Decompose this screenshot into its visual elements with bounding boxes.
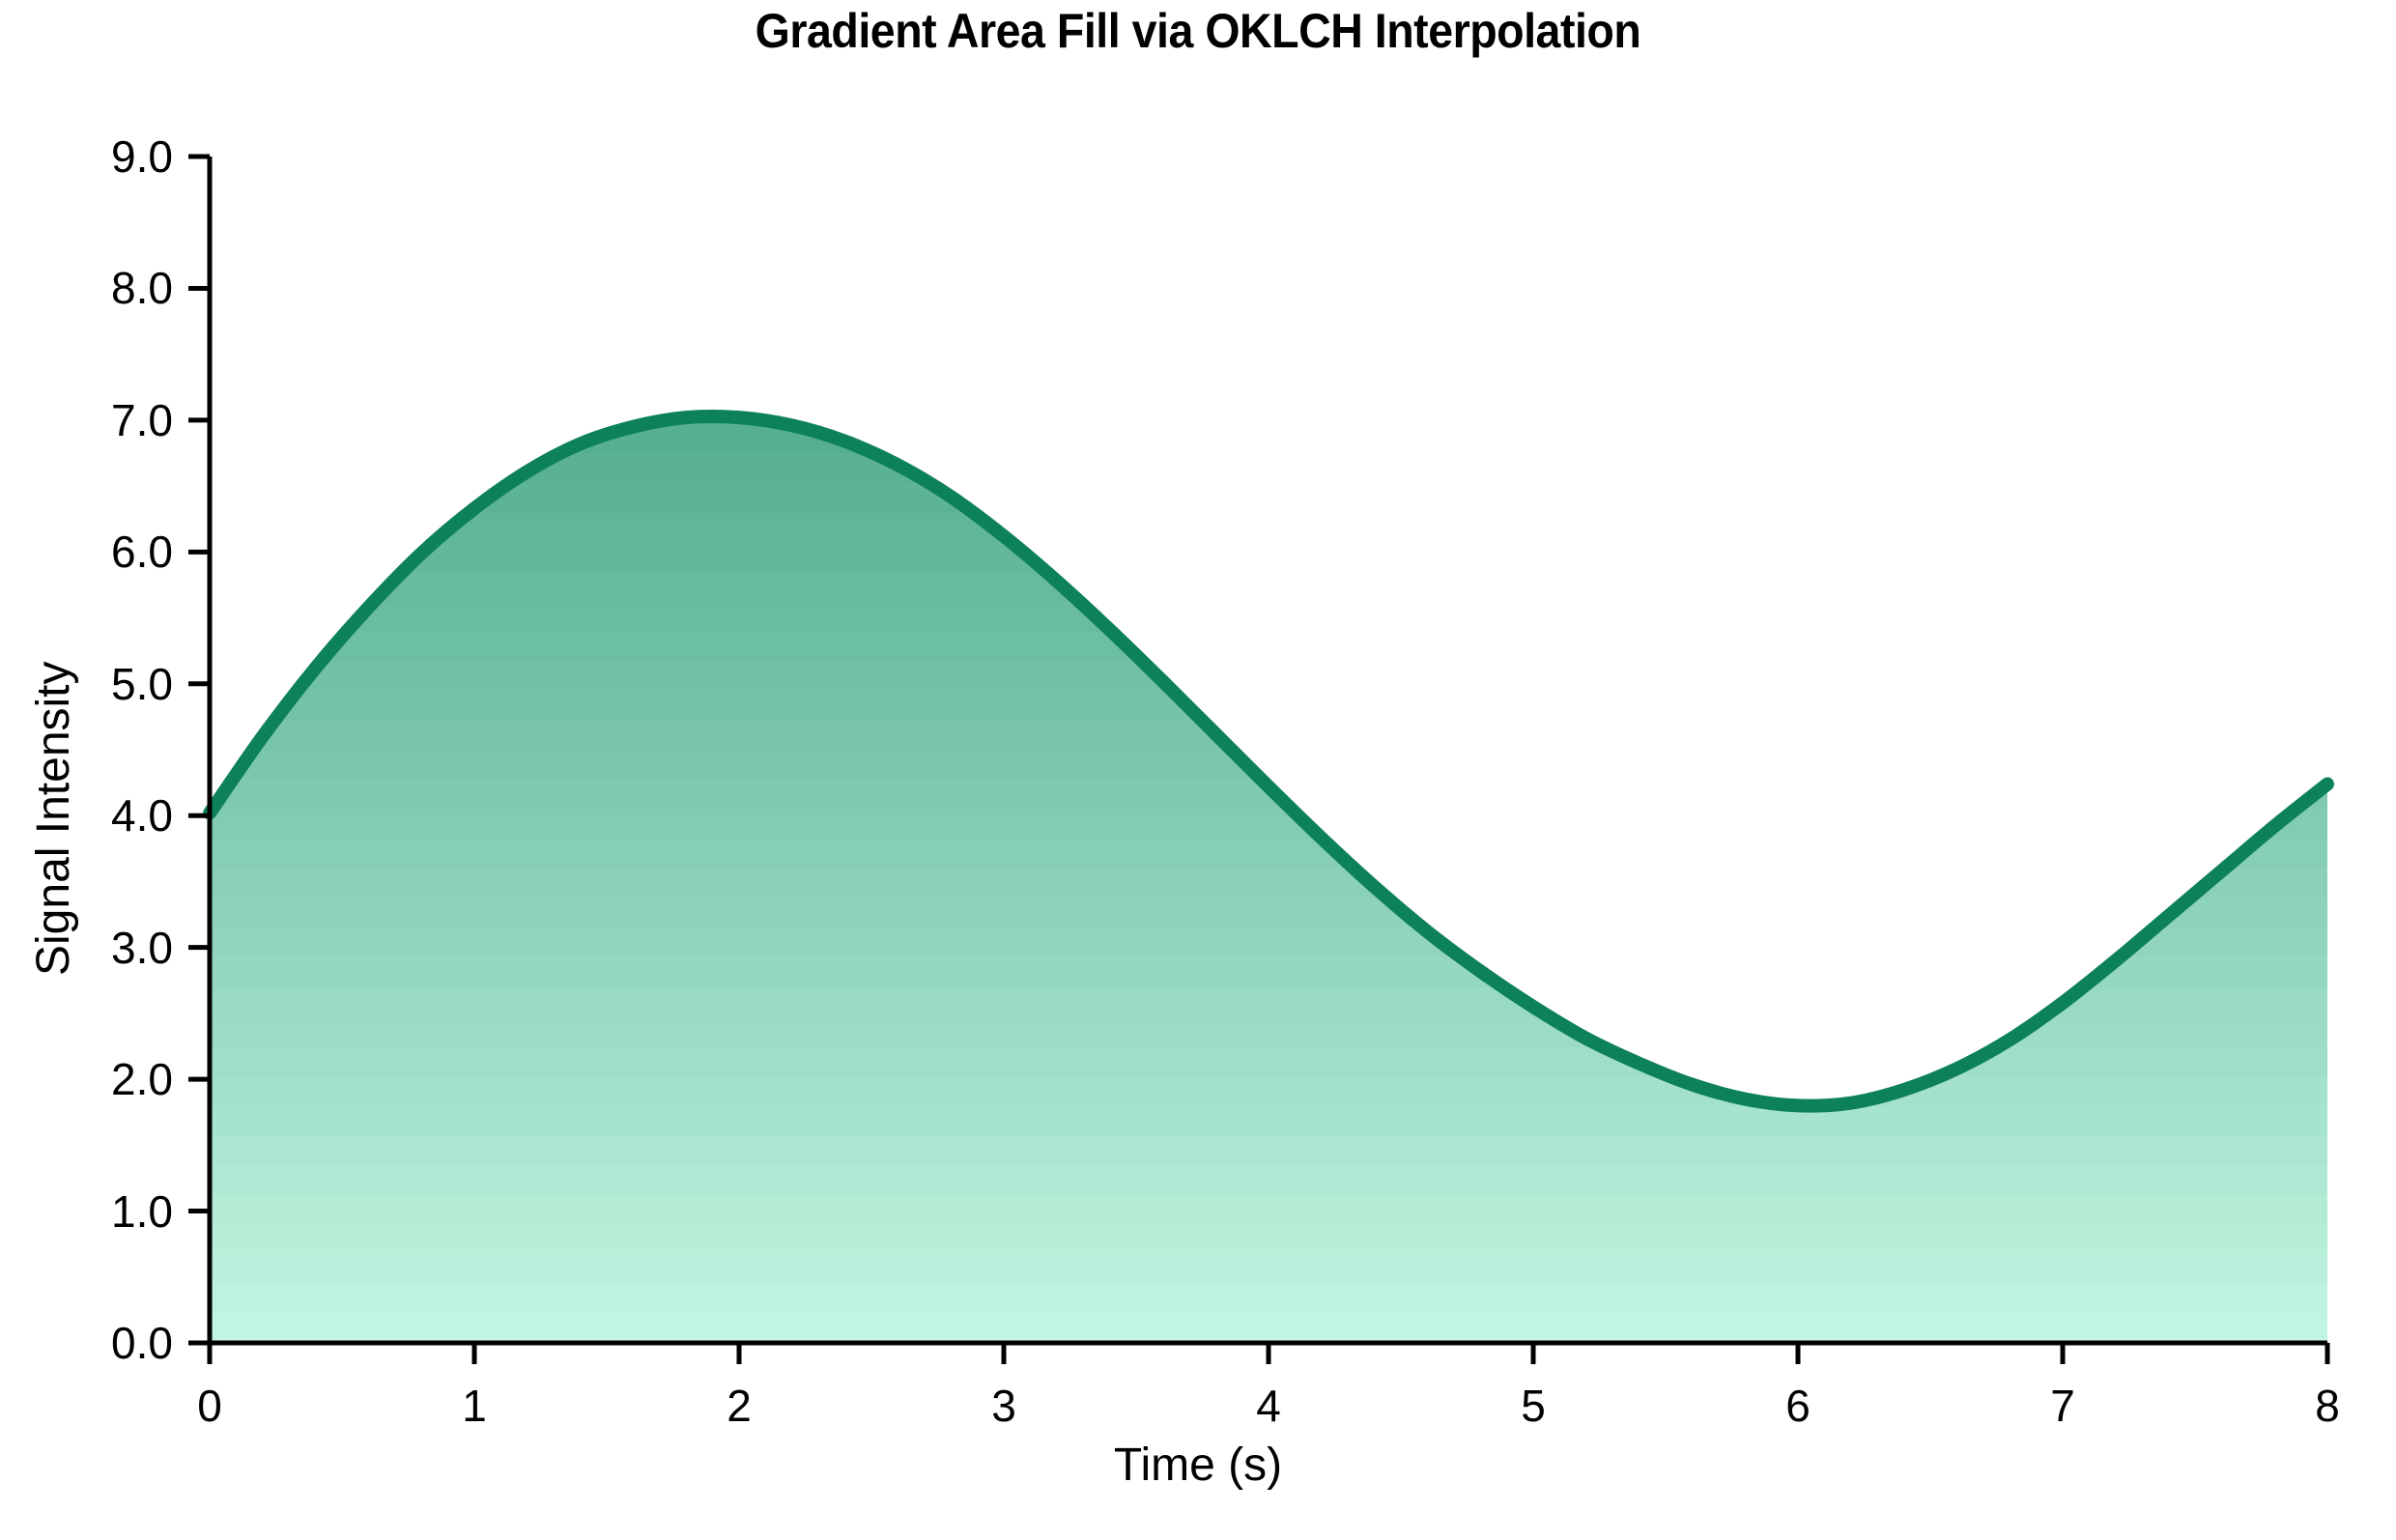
gradient-band	[210, 750, 2327, 781]
gradient-band	[210, 186, 2327, 216]
gradient-band	[210, 898, 2327, 928]
gradient-band	[210, 416, 2327, 424]
gradient-band	[210, 1253, 2327, 1285]
y-tick-label: 1.0	[111, 1185, 173, 1237]
y-tick-label: 5.0	[111, 658, 173, 709]
series-line	[203, 410, 2334, 1113]
y-tick-label: 3.0	[111, 922, 173, 973]
gradient-band	[210, 601, 2327, 632]
gradient-band	[210, 1313, 2327, 1343]
x-tick-label: 3	[991, 1381, 1016, 1431]
y-tick-label: 7.0	[111, 394, 173, 445]
gradient-band	[210, 215, 2327, 245]
gradient-band	[210, 660, 2327, 692]
gradient-band	[210, 809, 2327, 840]
gradient-band	[210, 364, 2327, 394]
gradient-band	[210, 571, 2327, 603]
gradient-band	[210, 1194, 2327, 1225]
gradient-band	[210, 839, 2327, 870]
x-tick-label: 6	[1785, 1381, 1811, 1431]
y-tick-label: 8.0	[111, 263, 173, 314]
gradient-band	[210, 157, 2327, 186]
gradient-band	[210, 512, 2327, 543]
area-fill	[210, 157, 2327, 1343]
y-tick-label: 9.0	[111, 131, 173, 182]
gradient-band	[210, 482, 2327, 513]
gradient-band	[210, 275, 2327, 305]
gradient-band	[210, 956, 2327, 988]
gradient-band	[210, 1075, 2327, 1106]
gradient-band	[210, 690, 2327, 721]
gradient-band	[210, 1283, 2327, 1314]
x-tick-label: 5	[1521, 1381, 1546, 1431]
gradient-band	[210, 720, 2327, 751]
x-tick-label: 8	[2315, 1381, 2340, 1431]
x-tick-label: 1	[462, 1381, 487, 1431]
x-axis-ticks	[207, 1343, 2330, 1364]
gradient-band	[210, 305, 2327, 335]
y-tick-label: 0.0	[111, 1318, 173, 1368]
gradient-band	[210, 1224, 2327, 1255]
y-tick-label: 4.0	[111, 790, 173, 841]
gradient-band	[210, 423, 2327, 454]
y-tick-label: 6.0	[111, 527, 173, 578]
gradient-band	[210, 631, 2327, 662]
y-tick-label: 2.0	[111, 1054, 173, 1105]
gradient-band	[210, 245, 2327, 275]
gradient-band	[210, 1164, 2327, 1196]
y-axis-ticks	[188, 154, 210, 1346]
gradient-band	[210, 1135, 2327, 1166]
gradient-band	[210, 542, 2327, 573]
x-tick-label: 4	[1256, 1381, 1281, 1431]
chart-title: Gradient Area Fill via OKLCH Interpolati…	[755, 4, 1641, 58]
gradient-band	[210, 1105, 2327, 1136]
x-axis-label: Time (s)	[1113, 1440, 1283, 1491]
x-tick-label: 2	[727, 1381, 752, 1431]
gradient-band	[210, 1046, 2327, 1077]
x-tick-label: 7	[2050, 1381, 2075, 1431]
x-tick-label: 0	[197, 1381, 222, 1431]
gradient-band	[210, 986, 2327, 1017]
gradient-band	[210, 334, 2327, 364]
gradient-band	[210, 868, 2327, 899]
gradient-band	[210, 927, 2327, 958]
y-axis-label: Signal Intensity	[28, 661, 79, 976]
